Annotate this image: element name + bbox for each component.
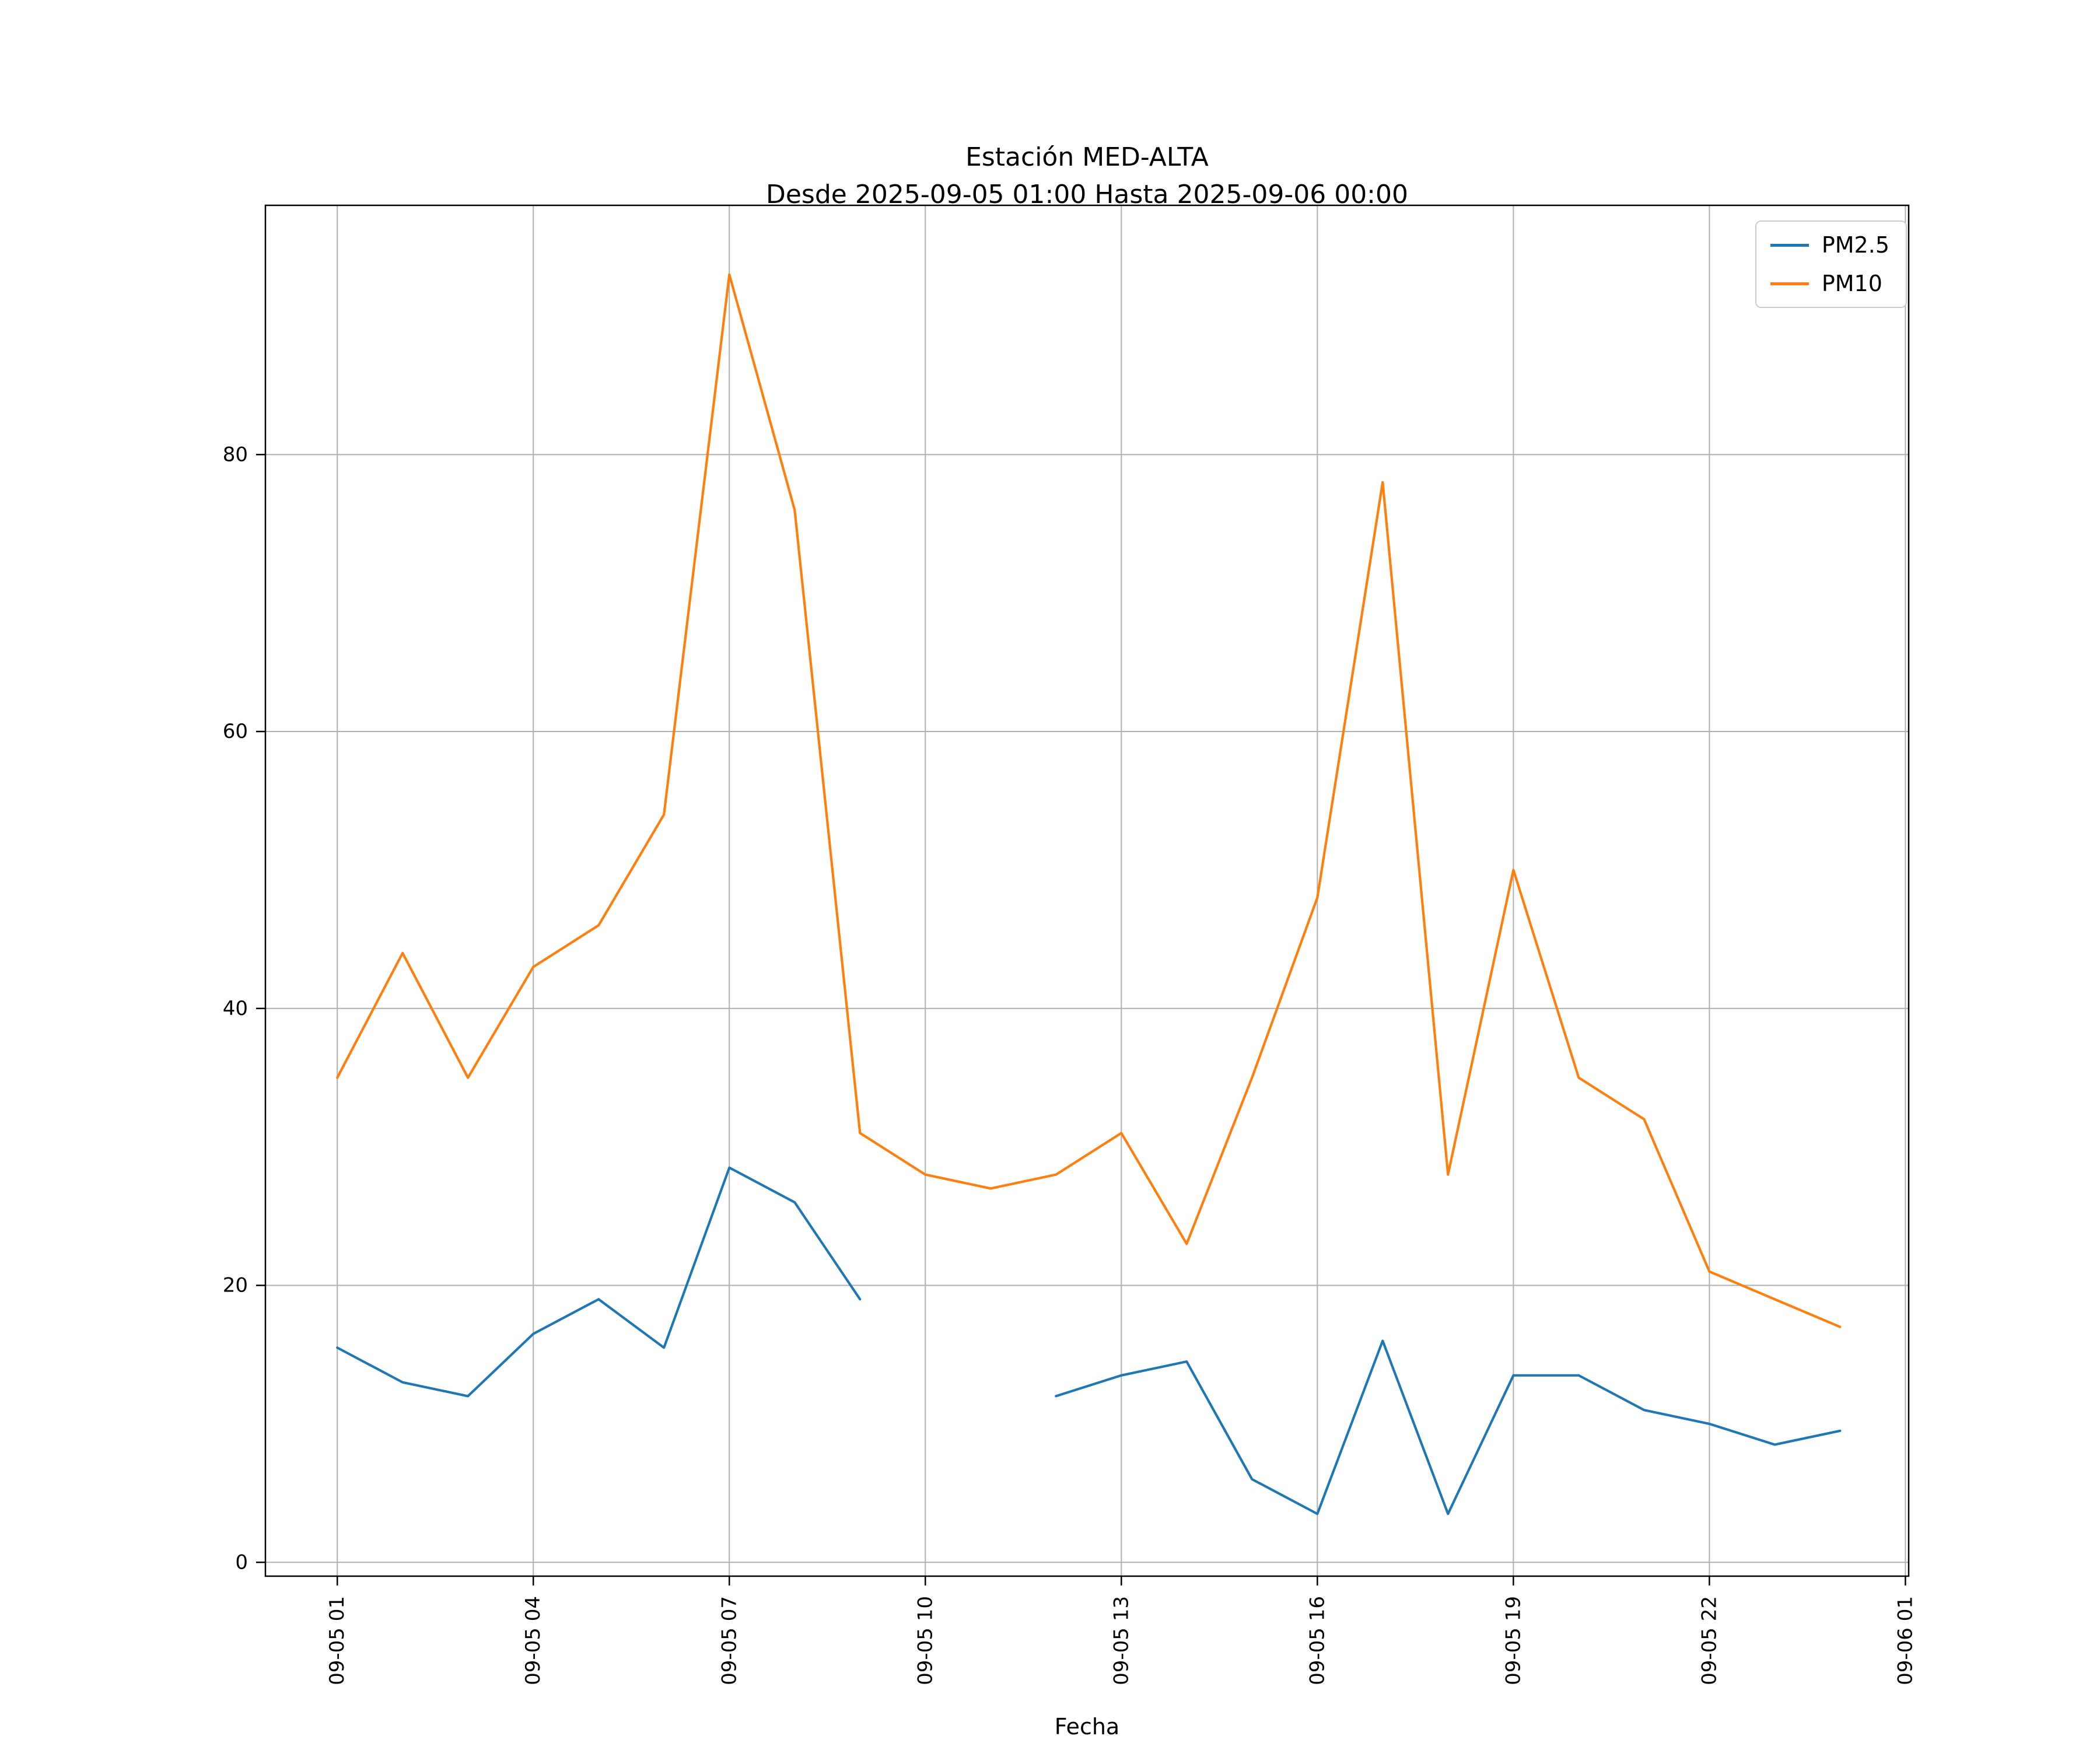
y-tick-label: 40 xyxy=(223,997,248,1020)
x-tick-label: 09-05 19 xyxy=(1502,1596,1525,1685)
chart-title-line1: Estación MED-ALTA xyxy=(965,142,1209,172)
y-tick-label: 20 xyxy=(223,1274,248,1297)
series-line-pm10 xyxy=(336,273,1842,1328)
legend-label-pm25: PM2.5 xyxy=(1821,232,1889,258)
x-axis-label: Fecha xyxy=(1054,1714,1120,1740)
pm10-line-swatch xyxy=(1770,282,1809,285)
legend-label-pm10: PM10 xyxy=(1821,271,1882,296)
x-tick-label: 09-06 01 xyxy=(1894,1596,1917,1685)
legend-item-pm25: PM2.5 xyxy=(1770,232,1889,258)
y-tick-label: 80 xyxy=(223,443,248,466)
x-tick-label: 09-05 10 xyxy=(914,1596,937,1685)
x-tick-label: 09-05 13 xyxy=(1110,1596,1133,1685)
x-tick-label: 09-05 04 xyxy=(522,1596,545,1685)
series-line-pm25 xyxy=(336,1166,1842,1516)
x-tick-label: 09-05 07 xyxy=(718,1596,741,1685)
chart-title-line2: Desde 2025-09-05 01:00 Hasta 2025-09-06 … xyxy=(765,179,1408,209)
x-tick-label: 09-05 22 xyxy=(1698,1596,1721,1685)
plot-border xyxy=(264,204,1910,1577)
y-tick-label: 60 xyxy=(223,720,248,743)
x-tick-label: 09-05 16 xyxy=(1306,1596,1329,1685)
pm25-line-swatch xyxy=(1770,243,1809,247)
x-tick-label: 09-05 01 xyxy=(326,1596,349,1685)
legend: PM2.5 PM10 xyxy=(1755,220,1907,308)
y-tick-label: 0 xyxy=(235,1550,248,1574)
legend-item-pm10: PM10 xyxy=(1770,271,1889,296)
chart-title: Estación MED-ALTA Desde 2025-09-05 01:00… xyxy=(265,139,1909,214)
